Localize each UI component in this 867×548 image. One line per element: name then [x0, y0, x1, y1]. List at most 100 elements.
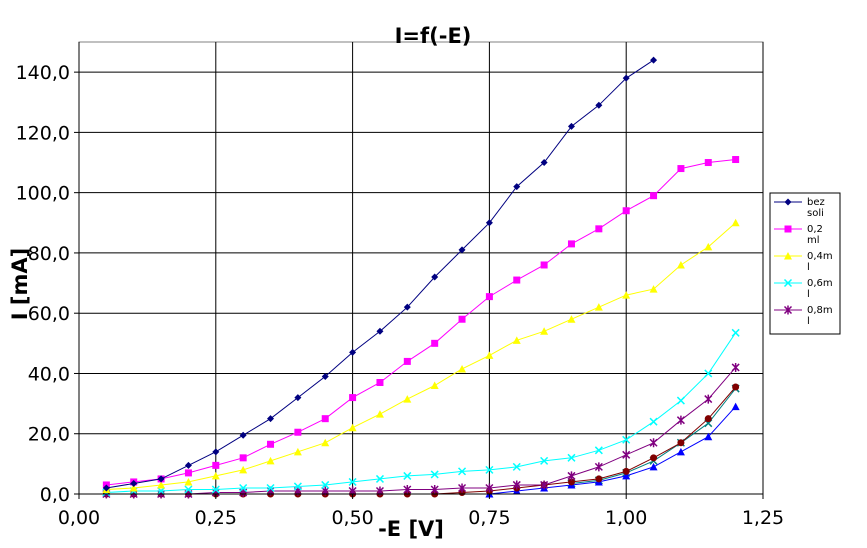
data-point — [567, 471, 576, 481]
data-point — [239, 465, 248, 474]
data-point — [540, 456, 549, 465]
data-point — [732, 383, 740, 391]
series-line — [106, 222, 736, 490]
data-point — [403, 395, 412, 403]
data-point — [540, 480, 549, 490]
y-tick-label: 140,0 — [16, 62, 70, 84]
data-point — [211, 471, 220, 480]
data-point — [567, 453, 576, 462]
data-point — [485, 483, 494, 493]
legend-label: l — [807, 262, 810, 273]
data-point — [513, 183, 521, 191]
data-point — [212, 448, 220, 456]
legend-label: bez — [807, 197, 825, 208]
data-point — [239, 483, 248, 493]
x-tick-label: 0,50 — [331, 507, 373, 529]
data-point — [293, 482, 302, 491]
y-tick-label: 0,0 — [40, 484, 70, 506]
series-0 — [102, 56, 658, 492]
series-line — [489, 406, 736, 495]
data-point — [403, 357, 411, 365]
legend-marker — [783, 305, 793, 315]
data-point — [184, 461, 192, 469]
data-point — [184, 469, 192, 477]
data-point — [676, 260, 685, 269]
y-axis-title: I [mA] — [8, 248, 32, 320]
series-line — [106, 332, 737, 493]
data-point — [321, 438, 330, 447]
data-point — [458, 483, 467, 493]
data-point — [211, 485, 220, 494]
data-point — [485, 293, 493, 301]
legend-item: 0,2ml — [774, 224, 823, 246]
series-line — [106, 159, 736, 486]
data-point — [458, 315, 466, 323]
data-point — [458, 467, 467, 476]
data-point — [731, 328, 740, 337]
data-point — [130, 479, 138, 487]
data-point — [458, 246, 466, 254]
data-point — [567, 478, 575, 486]
legend-marker — [784, 225, 792, 233]
data-point — [704, 159, 712, 167]
y-tick-label: 100,0 — [16, 183, 70, 205]
data-point — [348, 477, 357, 486]
data-point — [731, 362, 740, 372]
legend-label: 0,2 — [807, 224, 823, 235]
data-point — [157, 475, 165, 483]
x-tick-label: 0,00 — [58, 507, 100, 529]
legend-label: l — [807, 289, 810, 300]
data-point — [157, 486, 166, 496]
data-point — [649, 417, 658, 426]
y-tick-label: 40,0 — [28, 363, 70, 385]
x-axis-title: -E [V] — [378, 517, 444, 541]
data-point — [349, 348, 357, 356]
x-tick-label: 1,00 — [605, 507, 647, 529]
data-point — [321, 480, 330, 489]
data-point — [704, 394, 713, 404]
data-point — [321, 372, 329, 380]
data-point — [430, 381, 439, 390]
data-point — [294, 394, 302, 402]
data-point — [349, 394, 357, 402]
data-point — [567, 315, 576, 323]
data-point — [622, 435, 631, 444]
data-point — [294, 428, 302, 436]
data-point — [184, 485, 193, 494]
data-point — [650, 192, 658, 200]
data-point — [622, 291, 631, 299]
series-3 — [102, 328, 740, 497]
data-point — [431, 339, 439, 347]
data-point — [321, 415, 329, 423]
data-point — [157, 480, 166, 489]
data-point — [731, 402, 740, 411]
legend-label: l — [807, 316, 810, 327]
data-point — [375, 410, 384, 418]
series-line — [106, 367, 736, 495]
data-point — [595, 475, 603, 483]
data-point — [650, 56, 658, 64]
data-point — [540, 327, 549, 335]
plot-background — [78, 41, 764, 495]
y-tick-label: 60,0 — [28, 303, 70, 325]
data-point — [431, 273, 439, 281]
series-layer — [102, 56, 740, 499]
data-point — [485, 219, 493, 227]
data-point — [375, 474, 384, 483]
data-point — [403, 471, 412, 480]
legend-label: ml — [807, 235, 820, 246]
x-tick-label: 0,25 — [195, 507, 237, 529]
data-point — [649, 438, 658, 448]
data-point — [212, 461, 220, 469]
legend-label: soli — [807, 208, 824, 219]
data-point — [540, 159, 548, 167]
data-point — [676, 447, 685, 456]
data-point — [676, 415, 685, 425]
series-4 — [102, 362, 740, 499]
data-point — [704, 242, 713, 251]
data-point — [677, 439, 685, 447]
data-point — [622, 207, 630, 215]
data-point — [430, 470, 439, 479]
